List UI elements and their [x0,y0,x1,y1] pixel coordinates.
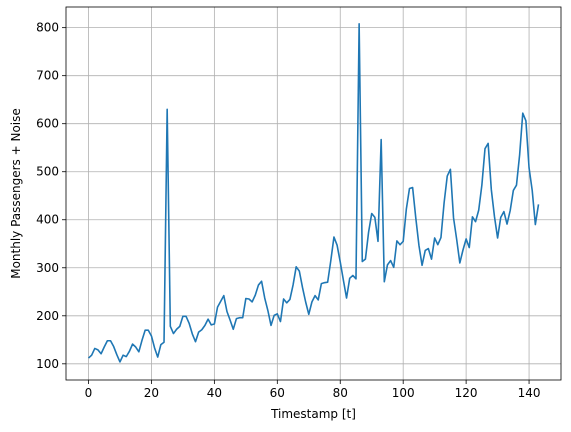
y-tick-label: 500 [36,165,59,179]
x-tick-label: 80 [333,386,348,400]
y-axis-label: Monthly Passengers + Noise [9,108,23,279]
plot-frame [65,6,562,381]
y-tick-label: 700 [36,69,59,83]
series-layer [87,23,540,363]
y-tick-label: 200 [36,309,59,323]
x-axis-label: Timestamp [t] [270,407,356,421]
x-tick-label: 40 [207,386,222,400]
y-tick-label: 400 [36,213,59,227]
x-tick-label: 140 [518,386,541,400]
y-tick-label: 100 [36,357,59,371]
y-tick-label: 800 [36,21,59,35]
grid [66,7,561,380]
x-tick-label: 60 [270,386,285,400]
x-tick-label: 120 [455,386,478,400]
x-tick-label: 100 [392,386,415,400]
y-tick-label: 300 [36,261,59,275]
x-tick-label: 20 [144,386,159,400]
y-tick-label: 600 [36,117,59,131]
ticks: 0 20 40 60 80 100 120 140 100 200 300 400 500 600 700 8… [36,21,540,400]
series-line-0 [87,23,540,363]
x-tick-label: 0 [85,386,93,400]
